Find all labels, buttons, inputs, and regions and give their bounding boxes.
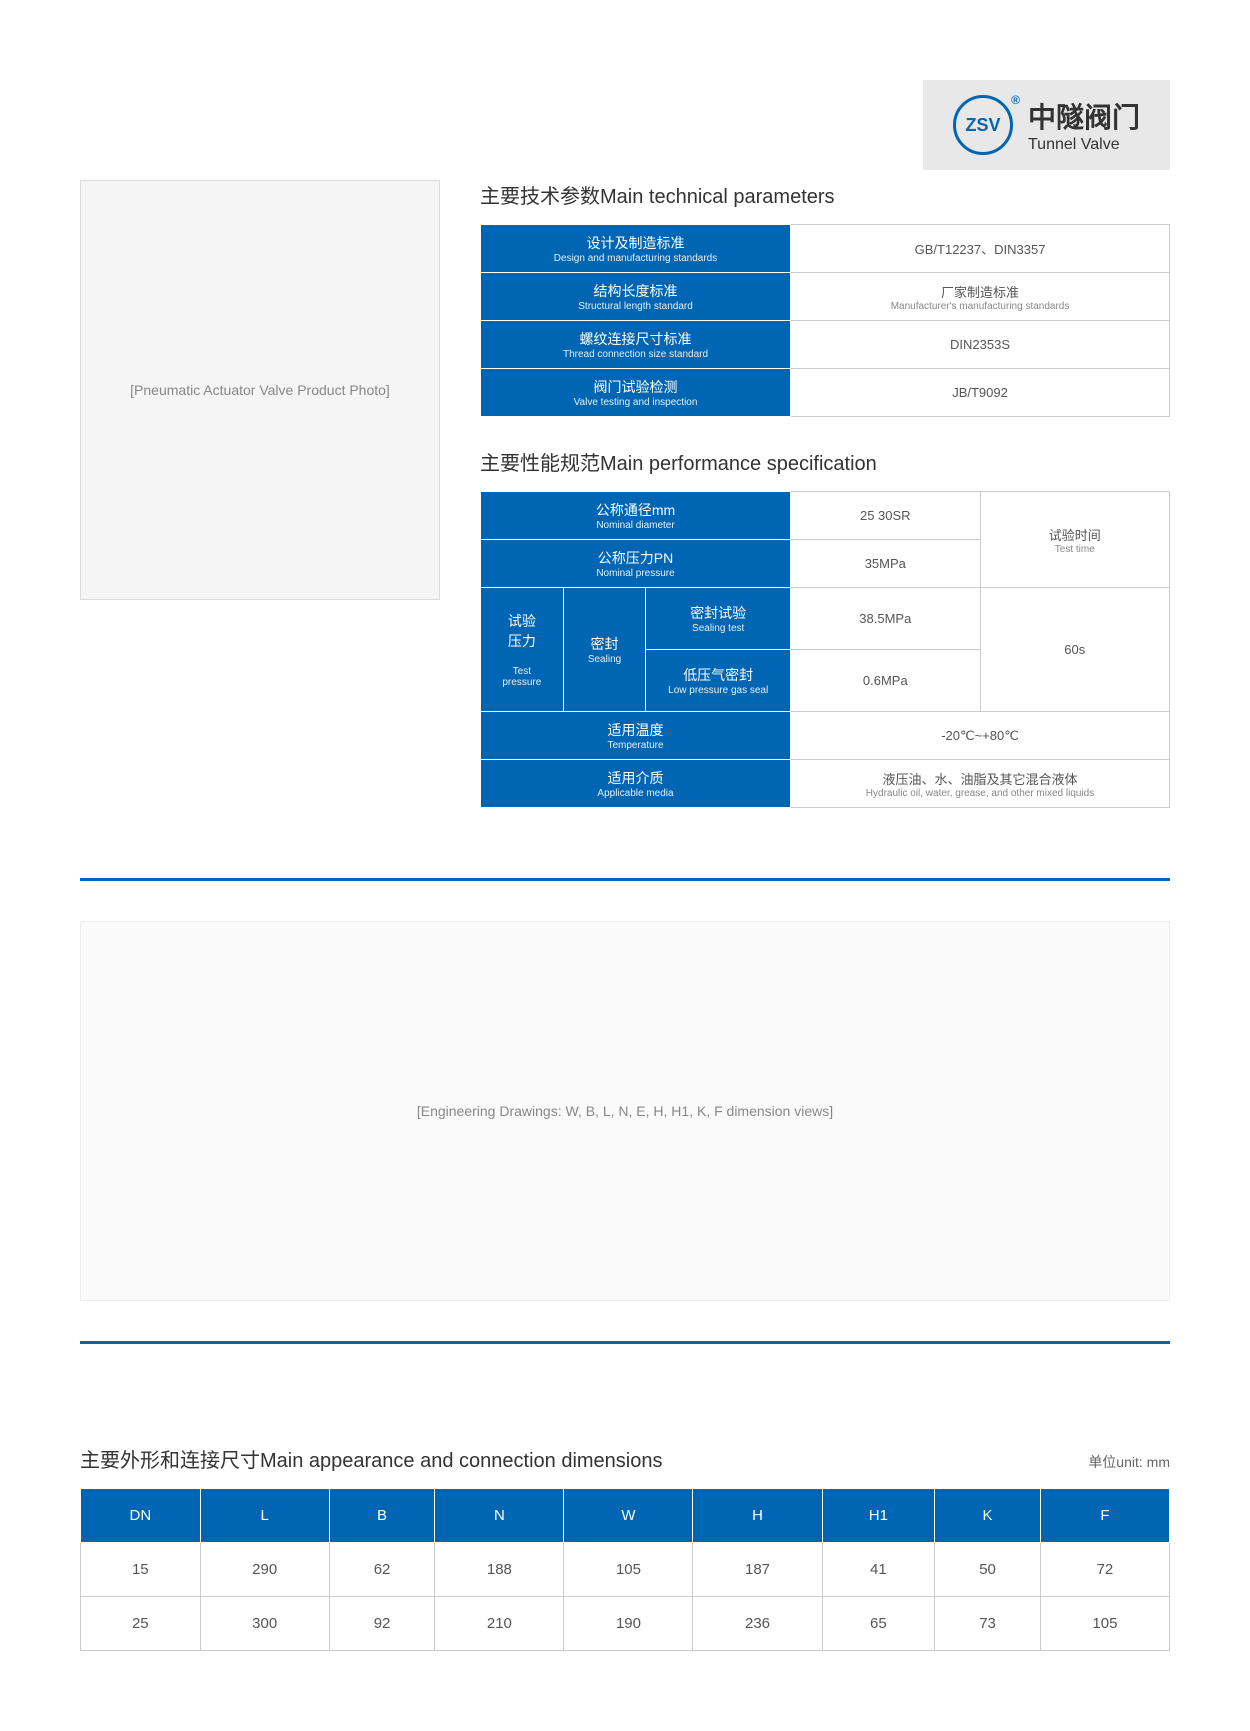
dims-cell: 105 xyxy=(564,1543,693,1597)
dims-cell: 188 xyxy=(435,1543,564,1597)
dims-cell: 190 xyxy=(564,1597,693,1651)
performance-spec-table: 公称通径mm Nominal diameter 25 30SR 试验时间 Tes… xyxy=(480,491,1170,808)
table-label: 低压气密封 xyxy=(658,665,778,685)
dims-header-cell: K xyxy=(935,1489,1041,1543)
logo-icon: ZSV xyxy=(953,95,1013,155)
table-label-en: Applicable media xyxy=(493,788,778,799)
dims-cell: 290 xyxy=(200,1543,329,1597)
dims-header-cell: H1 xyxy=(822,1489,935,1543)
dims-header-cell: F xyxy=(1040,1489,1169,1543)
table-value: 0.6MPa xyxy=(791,650,981,712)
table-label-en: Thread connection size standard xyxy=(493,349,778,360)
table-label: 螺纹连接尺寸标准 xyxy=(493,329,778,349)
dims-cell: 105 xyxy=(1040,1597,1169,1651)
product-photo: [Pneumatic Actuator Valve Product Photo] xyxy=(80,180,440,600)
dims-cell: 72 xyxy=(1040,1543,1169,1597)
table-value: 38.5MPa xyxy=(791,588,981,650)
dims-cell: 62 xyxy=(329,1543,435,1597)
table-label-en: Valve testing and inspection xyxy=(493,397,778,408)
table-label-en: Nominal diameter xyxy=(493,520,778,531)
section-divider xyxy=(80,1341,1170,1344)
dims-cell: 300 xyxy=(200,1597,329,1651)
table-value: 60s xyxy=(980,588,1169,712)
dims-cell: 187 xyxy=(693,1543,822,1597)
table-label-en: Temperature xyxy=(493,740,778,751)
table-value: 厂家制造标准 xyxy=(803,282,1157,301)
dims-header-cell: DN xyxy=(81,1489,201,1543)
logo-chinese: 中隧阀门 xyxy=(1028,96,1140,136)
dims-cell: 73 xyxy=(935,1597,1041,1651)
table-value: 液压油、水、油脂及其它混合液体 xyxy=(803,769,1157,788)
table-label: 适用介质 xyxy=(493,768,778,788)
dims-row: 1529062188105187415072 xyxy=(81,1543,1170,1597)
dims-cell: 25 xyxy=(81,1597,201,1651)
dims-header-cell: L xyxy=(200,1489,329,1543)
table-value: 35MPa xyxy=(791,540,981,588)
dims-cell: 236 xyxy=(693,1597,822,1651)
dims-row: 25300922101902366573105 xyxy=(81,1597,1170,1651)
table-value: GB/T12237、DIN3357 xyxy=(791,225,1170,273)
table-label: 密封 xyxy=(576,634,634,654)
table-value: 25 30SR xyxy=(791,492,981,540)
table-value: -20℃~+80℃ xyxy=(791,712,1170,760)
table-value-en: Manufacturer's manufacturing standards xyxy=(803,301,1157,312)
table-label-en: Design and manufacturing standards xyxy=(493,253,778,264)
table-label-en: Test time xyxy=(993,544,1157,555)
dims-cell: 210 xyxy=(435,1597,564,1651)
brand-logo-block: ZSV 中隧阀门 Tunnel Valve xyxy=(923,80,1170,170)
table-label: 密封试验 xyxy=(658,603,778,623)
dims-header-cell: H xyxy=(693,1489,822,1543)
table-label-en: Sealing xyxy=(576,654,634,665)
table-label: 试验 压力 xyxy=(493,611,551,651)
table-value: DIN2353S xyxy=(791,321,1170,369)
dims-cell: 50 xyxy=(935,1543,1041,1597)
logo-english: Tunnel Valve xyxy=(1028,136,1140,154)
technical-params-table: 设计及制造标准 Design and manufacturing standar… xyxy=(480,224,1170,417)
dimensions-table: DNLBNWHH1KF 1529062188105187415072253009… xyxy=(80,1488,1170,1651)
table-label: 阀门试验检测 xyxy=(493,377,778,397)
table-label: 试验时间 xyxy=(993,525,1157,544)
table-label: 公称通径mm xyxy=(493,500,778,520)
table-label: 结构长度标准 xyxy=(493,281,778,301)
dims-header-cell: N xyxy=(435,1489,564,1543)
table-value-en: Hydraulic oil, water, grease, and other … xyxy=(803,788,1157,799)
dims-cell: 15 xyxy=(81,1543,201,1597)
unit-label: 单位unit: mm xyxy=(1088,1452,1170,1472)
dimensions-title: 主要外形和连接尺寸Main appearance and connection … xyxy=(80,1444,663,1473)
table-label-en: Structural length standard xyxy=(493,301,778,312)
section-divider xyxy=(80,878,1170,881)
table-label-en: Nominal pressure xyxy=(493,568,778,579)
table-label-en: Sealing test xyxy=(658,623,778,634)
table-label-en: Low pressure gas seal xyxy=(658,685,778,696)
dims-cell: 41 xyxy=(822,1543,935,1597)
table-label-en: Test pressure xyxy=(493,666,551,688)
dims-cell: 65 xyxy=(822,1597,935,1651)
dims-header-cell: B xyxy=(329,1489,435,1543)
engineering-drawings: [Engineering Drawings: W, B, L, N, E, H,… xyxy=(80,921,1170,1301)
table-label: 设计及制造标准 xyxy=(493,233,778,253)
dims-cell: 92 xyxy=(329,1597,435,1651)
technical-params-title: 主要技术参数Main technical parameters xyxy=(480,180,1170,209)
performance-spec-title: 主要性能规范Main performance specification xyxy=(480,447,1170,476)
table-label: 适用温度 xyxy=(493,720,778,740)
dims-header-cell: W xyxy=(564,1489,693,1543)
table-value: JB/T9092 xyxy=(791,369,1170,417)
table-label: 公称压力PN xyxy=(493,548,778,568)
